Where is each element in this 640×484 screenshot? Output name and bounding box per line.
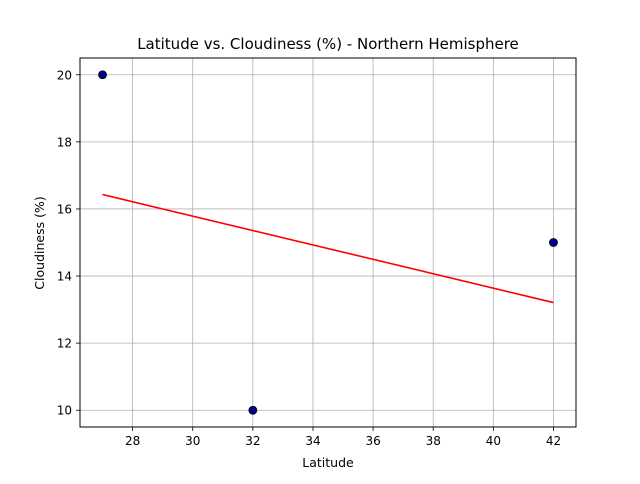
y-tick-label: 16	[57, 202, 72, 216]
y-axis-label: Cloudiness (%)	[32, 196, 47, 289]
x-tick-label: 40	[486, 434, 501, 448]
grid	[80, 58, 576, 427]
x-tick-label: 42	[546, 434, 561, 448]
points-layer	[98, 70, 558, 415]
y-tick-label: 18	[57, 135, 72, 149]
plot-frame	[79, 57, 577, 428]
data-point	[248, 405, 258, 415]
ticks: 28 30 32 34 36 38 40 42 10 12 14 16 18 20	[57, 68, 561, 448]
y-tick-label: 10	[57, 404, 72, 418]
x-tick-label: 34	[305, 434, 320, 448]
y-tick-label: 20	[57, 68, 72, 82]
chart-title: Latitude vs. Cloudiness (%) - Northern H…	[137, 35, 519, 53]
regression-line	[102, 193, 554, 304]
y-tick-label: 14	[57, 270, 72, 284]
x-tick-label: 28	[125, 434, 140, 448]
regression-layer	[102, 193, 554, 304]
x-tick-label: 36	[365, 434, 380, 448]
x-tick-label: 32	[245, 434, 260, 448]
x-tick-label: 38	[426, 434, 441, 448]
x-axis-label: Latitude	[302, 455, 354, 470]
x-tick-label: 30	[185, 434, 200, 448]
data-point	[98, 70, 107, 80]
data-point	[549, 238, 558, 247]
y-tick-label: 12	[57, 337, 72, 351]
